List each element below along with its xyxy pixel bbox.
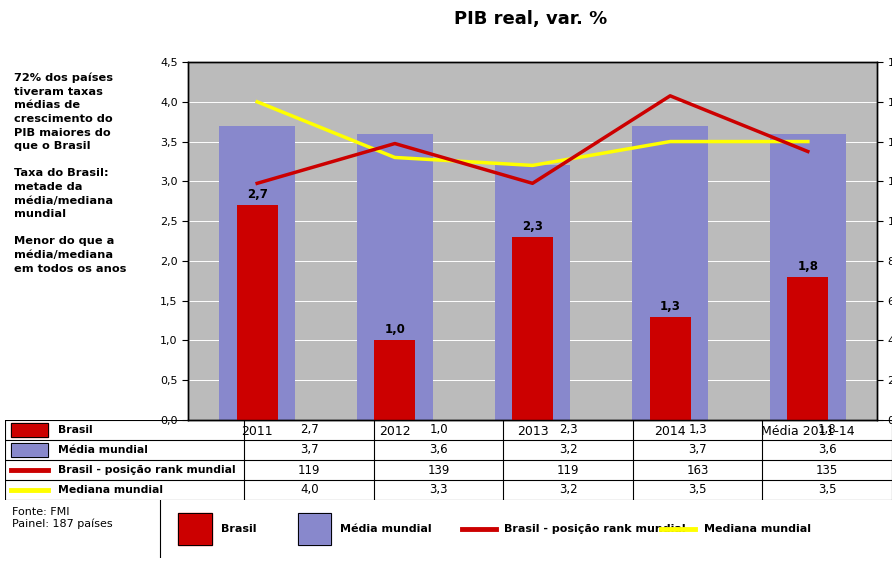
Text: 3,2: 3,2: [559, 444, 577, 457]
Text: 139: 139: [427, 463, 450, 476]
Text: 3,6: 3,6: [429, 444, 448, 457]
Bar: [298, 513, 332, 545]
Text: Brasil - posição rank mundial: Brasil - posição rank mundial: [504, 524, 686, 534]
Text: 2,7: 2,7: [247, 188, 268, 201]
Text: Brasil: Brasil: [220, 524, 256, 534]
Bar: [512, 237, 553, 420]
Bar: [178, 513, 211, 545]
Text: 1,0: 1,0: [429, 423, 448, 436]
Bar: [12, 443, 47, 457]
Text: Brasil: Brasil: [58, 425, 93, 435]
Text: 3,5: 3,5: [689, 484, 707, 497]
Text: 2,7: 2,7: [300, 423, 318, 436]
Text: 135: 135: [816, 463, 838, 476]
Text: 3,6: 3,6: [818, 444, 837, 457]
Bar: [495, 166, 570, 420]
Text: PIB real, var. %: PIB real, var. %: [454, 10, 607, 28]
Text: 2,3: 2,3: [522, 220, 543, 233]
Text: 3,7: 3,7: [300, 444, 318, 457]
Text: 119: 119: [557, 463, 580, 476]
Bar: [12, 423, 47, 437]
Text: 1,3: 1,3: [660, 300, 681, 312]
Bar: [236, 205, 277, 420]
Text: 4,0: 4,0: [300, 484, 318, 497]
Text: 2,3: 2,3: [559, 423, 577, 436]
Text: 119: 119: [298, 463, 320, 476]
Text: 3,5: 3,5: [818, 484, 837, 497]
Bar: [12, 443, 47, 457]
Bar: [649, 316, 690, 420]
Bar: [12, 423, 47, 437]
Text: 163: 163: [687, 463, 709, 476]
Bar: [770, 133, 846, 420]
Text: Fonte: FMI
Painel: 187 países: Fonte: FMI Painel: 187 países: [12, 507, 112, 529]
Bar: [632, 126, 708, 420]
Text: 1,8: 1,8: [797, 260, 818, 273]
Text: 1,3: 1,3: [689, 423, 707, 436]
Text: Média mundial: Média mundial: [340, 524, 432, 534]
Bar: [787, 277, 829, 420]
Text: 72% dos países
tiveram taxas
médias de
crescimento do
PIB maiores do
que o Brasi: 72% dos países tiveram taxas médias de c…: [14, 73, 127, 274]
Bar: [178, 513, 211, 545]
Text: 1,0: 1,0: [384, 324, 405, 337]
Text: 3,2: 3,2: [559, 484, 577, 497]
Bar: [357, 133, 433, 420]
Text: 1,8: 1,8: [818, 423, 837, 436]
Text: Mediana mundial: Mediana mundial: [58, 485, 163, 495]
Bar: [374, 341, 416, 420]
Text: 3,7: 3,7: [689, 444, 707, 457]
Text: Brasil - posição rank mundial: Brasil - posição rank mundial: [58, 465, 235, 475]
Text: Média mundial: Média mundial: [58, 445, 148, 455]
Bar: [298, 513, 332, 545]
Text: Mediana mundial: Mediana mundial: [704, 524, 811, 534]
Bar: [219, 126, 295, 420]
Text: 3,3: 3,3: [429, 484, 448, 497]
